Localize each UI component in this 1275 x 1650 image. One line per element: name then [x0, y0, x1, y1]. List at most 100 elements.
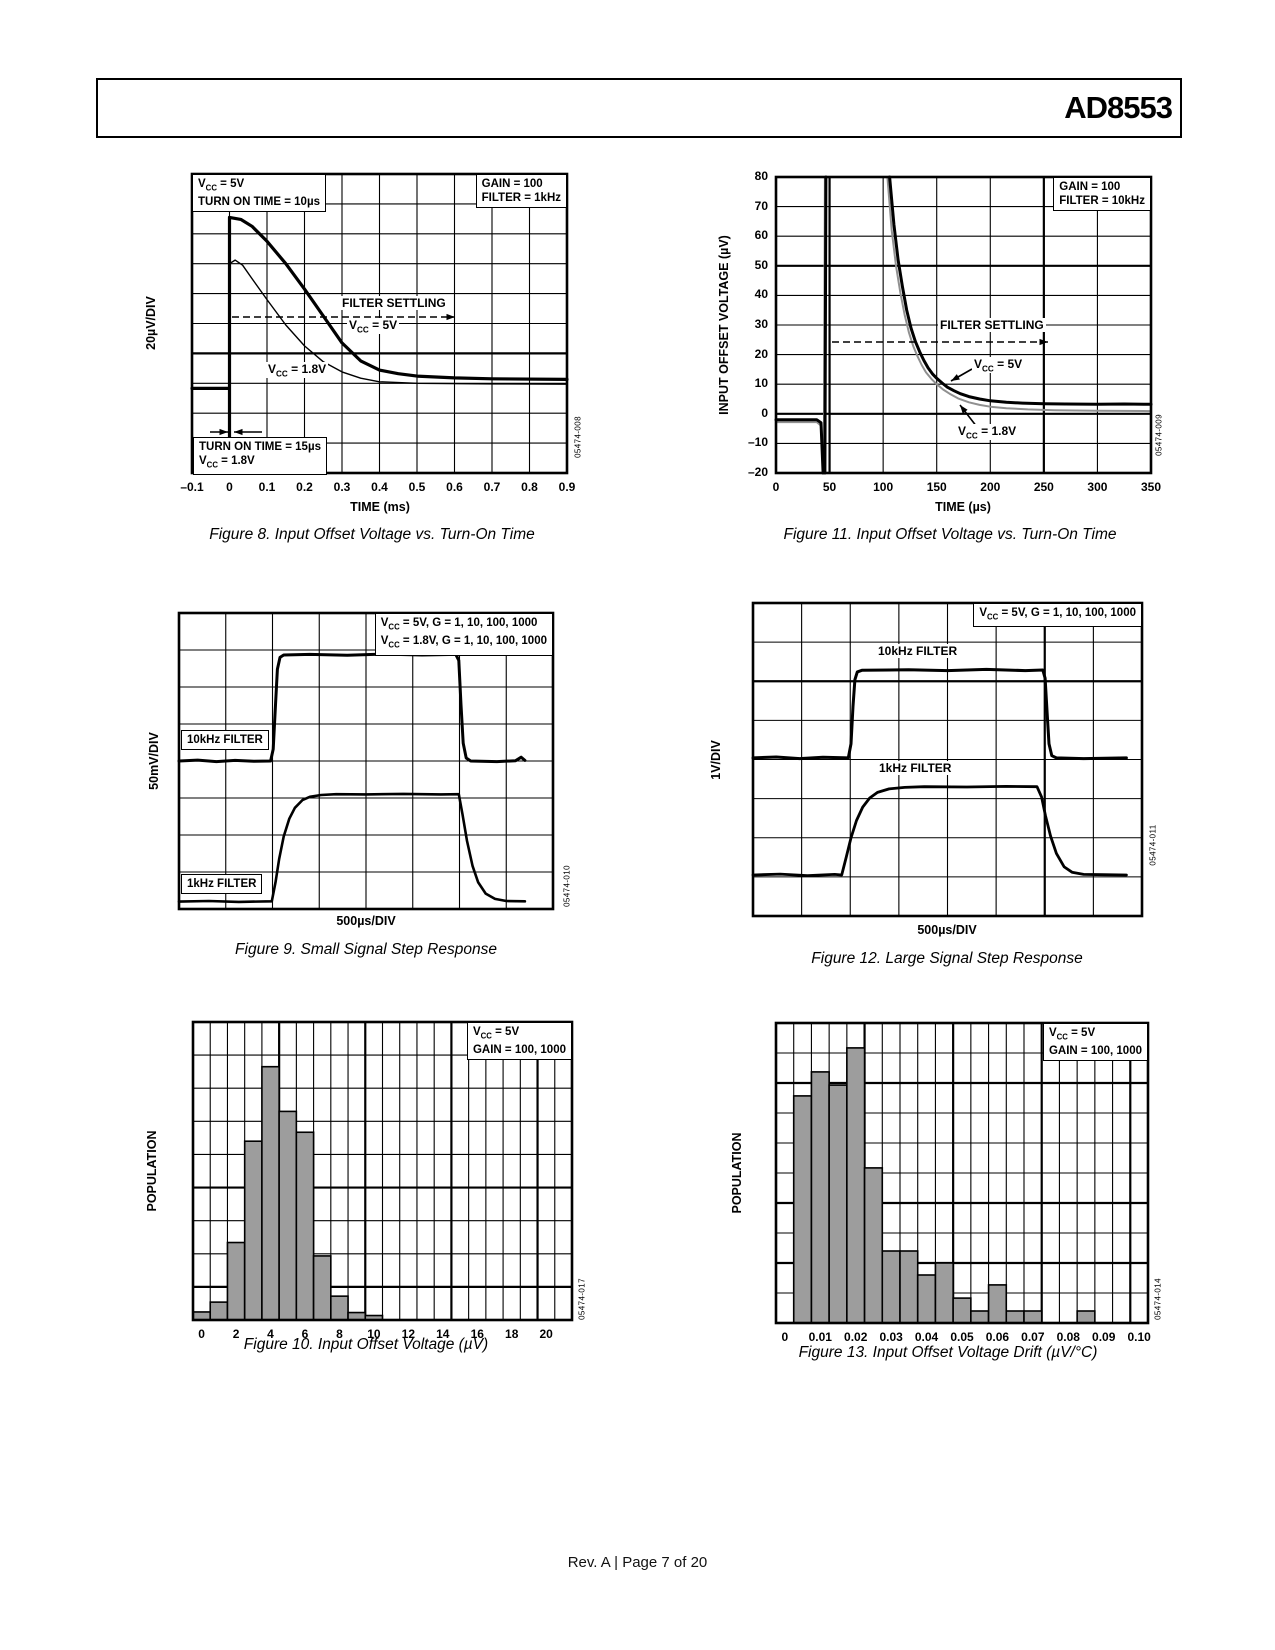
series-curve — [774, 418, 825, 475]
figure9-code: 05474-010 — [562, 865, 572, 907]
histogram-bar — [846, 1047, 866, 1324]
histogram-bar — [881, 1250, 901, 1324]
figure9-annotation-conditions: VCC = 5V, G = 1, 10, 100, 1000 VCC = 1.8… — [374, 613, 553, 656]
x-tick-label: 0.9 — [558, 480, 576, 494]
figure11-y-axis-label: INPUT OFFSET VOLTAGE (µV) — [717, 235, 731, 415]
x-tick-label: 0.3 — [333, 480, 351, 494]
x-tick-label: 0.09 — [1092, 1330, 1116, 1344]
plot-border — [190, 172, 569, 475]
figure8-caption: Figure 8. Input Offset Voltage vs. Turn-… — [209, 526, 535, 543]
histogram-bar — [899, 1250, 919, 1324]
x-tick-label: 0.6 — [446, 480, 463, 494]
x-tick-label: –0.1 — [180, 480, 204, 494]
annotation-line: VCC = 5V — [472, 1026, 520, 1041]
figure12-caption: Figure 12. Large Signal Step Response — [811, 950, 1083, 967]
figure12-x-axis-label: 500µs/DIV — [917, 923, 977, 937]
part-number: AD8553 — [1064, 90, 1173, 125]
figure12-annotation-conditions: VCC = 5V, G = 1, 10, 100, 1000 — [973, 603, 1142, 628]
histogram-bar — [987, 1284, 1008, 1324]
annotation-line: VCC = 5V — [1048, 1027, 1096, 1042]
x-tick-label: 0.1 — [258, 480, 276, 494]
x-tick-label: 300 — [1087, 480, 1108, 494]
figure11-filter-settling-label: FILTER SETTLING — [938, 318, 1046, 332]
figure13-code: 05474-014 — [1153, 1278, 1163, 1320]
figure13-plot — [774, 1021, 1150, 1325]
x-tick-label: 0.01 — [808, 1330, 832, 1344]
histogram-bar — [226, 1241, 246, 1321]
histogram-bar — [243, 1140, 263, 1321]
plot-border — [774, 1021, 1150, 1325]
annotation-line: FILTER = 10kHz — [1059, 195, 1145, 207]
figure12-plot — [751, 601, 1144, 918]
annotation-line: GAIN = 100, 1000 — [1048, 1045, 1142, 1058]
figure8-annotation-turnon-5v: VCC = 5V TURN ON TIME = 10µs — [192, 174, 326, 213]
annotation-line: VCC = 5V — [198, 178, 245, 193]
histogram-bar — [1023, 1310, 1043, 1324]
x-tick-label: 50 — [822, 480, 837, 494]
histogram-bar — [863, 1167, 884, 1324]
figure9-label-1khz-filter: 1kHz FILTER — [181, 874, 263, 894]
x-tick-label: 0.7 — [483, 480, 501, 494]
x-tick-label: 0 — [198, 1327, 205, 1341]
annotation-line: GAIN = 100 — [481, 178, 543, 190]
histogram-bar — [278, 1110, 298, 1321]
x-tick-label: 0.08 — [1056, 1330, 1080, 1344]
x-tick-label: 0.04 — [914, 1330, 939, 1344]
x-tick-label: 20 — [539, 1327, 553, 1341]
figure8-annotation-turnon-1v8: TURN ON TIME = 15µs VCC = 1.8V — [193, 437, 327, 476]
arrow-head — [951, 374, 960, 381]
figure12-y-axis-label: 1V/DIV — [709, 740, 723, 780]
annotation-line: VCC = 1.8V — [199, 455, 255, 470]
histogram-bar — [828, 1084, 848, 1324]
figure10-annotation-conditions: VCC = 5V GAIN = 100, 1000 — [466, 1022, 572, 1061]
series-curve — [751, 667, 1128, 761]
y-tick-label: –10 — [747, 435, 768, 450]
histogram-bar — [209, 1301, 229, 1321]
x-tick-label: 200 — [980, 480, 1001, 494]
x-tick-label: 0.06 — [985, 1330, 1010, 1344]
figure9-x-axis-label: 500µs/DIV — [336, 914, 396, 928]
histogram-bar — [792, 1095, 813, 1324]
figure10-code: 05474-017 — [577, 1278, 587, 1320]
x-tick-label: 150 — [926, 480, 947, 494]
figure9-label-10khz-filter: 10kHz FILTER — [181, 730, 269, 750]
histogram-bar — [1005, 1310, 1025, 1324]
histogram-bar — [1076, 1310, 1096, 1324]
series-curve — [190, 215, 569, 439]
plot-border — [774, 175, 1153, 475]
figure11-curve-label-5v: VCC = 5V — [972, 357, 1025, 374]
figure10-plot — [191, 1020, 574, 1322]
histogram-bar — [934, 1262, 954, 1324]
x-tick-label: 0 — [226, 480, 233, 494]
figure8-x-axis-label: TIME (ms) — [350, 500, 410, 514]
histogram-bar — [952, 1297, 972, 1324]
figure13-annotation-conditions: VCC = 5V GAIN = 100, 1000 — [1042, 1023, 1148, 1062]
x-tick-label: 0.4 — [371, 480, 388, 494]
series-curve — [177, 652, 527, 764]
figure12-label-10khz-filter: 10kHz FILTER — [876, 644, 960, 658]
x-tick-label: 18 — [505, 1327, 519, 1341]
annotation-line: VCC = 1.8V, G = 1, 10, 100, 1000 — [380, 635, 547, 650]
x-tick-label: 350 — [1140, 480, 1162, 494]
figure12-label-1khz-filter: 1kHz FILTER — [877, 761, 954, 775]
series-curve — [751, 784, 1128, 878]
x-tick-label: 0.10 — [1127, 1330, 1151, 1344]
arrow-head — [960, 405, 968, 414]
header-rule: AD8553 — [96, 78, 1182, 138]
histogram-bar — [330, 1295, 349, 1321]
figure9-caption: Figure 9. Small Signal Step Response — [235, 941, 497, 958]
annotation-line: TURN ON TIME = 10µs — [198, 196, 320, 209]
annotation-line: GAIN = 100, 1000 — [472, 1044, 566, 1057]
histogram-bar — [261, 1065, 280, 1321]
x-tick-label: 0.07 — [1021, 1330, 1045, 1344]
x-tick-label: 0.02 — [844, 1330, 868, 1344]
annotation-line: VCC = 5V, G = 1, 10, 100, 1000 — [979, 607, 1136, 622]
annotation-line: VCC = 5V, G = 1, 10, 100, 1000 — [380, 617, 538, 632]
figure13-y-axis-label: POPULATION — [730, 1132, 744, 1214]
y-tick-label: 80 — [754, 169, 768, 183]
figure13-caption: Figure 13. Input Offset Voltage Drift (µ… — [798, 1344, 1098, 1361]
figure8-curve-label-5v: VCC = 5V — [347, 318, 400, 335]
figure9-y-axis-label: 50mV/DIV — [147, 732, 161, 790]
histogram-bar — [970, 1310, 990, 1324]
